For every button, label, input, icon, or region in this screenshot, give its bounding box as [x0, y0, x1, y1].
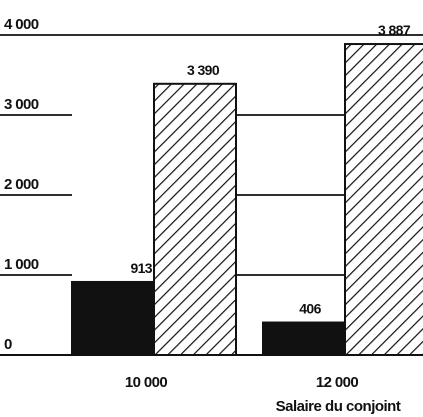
data-labels: 913 3 390 406 3 887 — [130, 22, 411, 317]
bar-value-label: 3 887 — [378, 22, 411, 38]
y-tick-label: 1 000 — [4, 256, 39, 273]
y-tick-label: 3 000 — [4, 96, 39, 113]
bar-value-label: 3 390 — [187, 62, 220, 78]
x-category-label: 12 000 — [316, 374, 359, 391]
bars — [71, 43, 423, 357]
y-tick-label: 2 000 — [4, 176, 39, 193]
x-axis-categories: 10 000 12 000 — [125, 374, 359, 391]
x-axis-title: Salaire du conjoint — [276, 398, 401, 415]
hatched-bar — [344, 43, 423, 356]
x-category-label: 10 000 — [125, 374, 168, 391]
y-axis-ticks: 0 1 000 2 000 3 000 4 000 — [4, 16, 39, 353]
bar-value-label: 913 — [130, 260, 152, 276]
solid-bar — [262, 321, 346, 356]
hatched-bar — [153, 82, 237, 357]
bar-value-label: 406 — [299, 301, 321, 317]
solid-bar — [71, 280, 155, 356]
y-tick-label: 4 000 — [4, 16, 39, 33]
y-tick-label: 0 — [4, 336, 12, 353]
